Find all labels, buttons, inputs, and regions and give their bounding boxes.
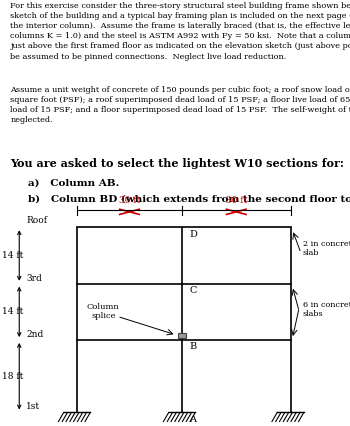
- Text: 14 ft: 14 ft: [2, 251, 23, 260]
- Text: Column
splice: Column splice: [87, 303, 120, 320]
- Text: 14 ft: 14 ft: [2, 307, 23, 317]
- Text: For this exercise consider the three-story structural steel building frame shown: For this exercise consider the three-sto…: [10, 2, 350, 60]
- Text: B: B: [189, 342, 196, 351]
- Text: 30 ft: 30 ft: [226, 196, 247, 205]
- Bar: [178, 333, 186, 337]
- Text: D: D: [189, 230, 197, 239]
- Text: Assume a unit weight of concrete of 150 pounds per cubic foot; a roof snow load : Assume a unit weight of concrete of 150 …: [10, 86, 350, 124]
- Text: 18 ft: 18 ft: [2, 372, 23, 381]
- Text: a)   Column AB.: a) Column AB.: [28, 178, 119, 187]
- Text: 2nd: 2nd: [26, 330, 43, 339]
- Text: C: C: [189, 286, 196, 295]
- Text: 3rd: 3rd: [26, 273, 42, 282]
- Text: 2 in concrete
slab: 2 in concrete slab: [303, 240, 350, 257]
- Text: You are asked to select the lightest W10 sections for:: You are asked to select the lightest W10…: [10, 158, 344, 169]
- Text: 30 ft: 30 ft: [119, 196, 140, 205]
- Text: 1st: 1st: [26, 402, 40, 412]
- Text: Roof: Roof: [26, 216, 47, 225]
- Text: b)   Column BD (which extends from the second floor to the roof).: b) Column BD (which extends from the sec…: [28, 194, 350, 203]
- Text: A: A: [189, 415, 196, 424]
- Text: 6 in concrete
slabs: 6 in concrete slabs: [303, 301, 350, 318]
